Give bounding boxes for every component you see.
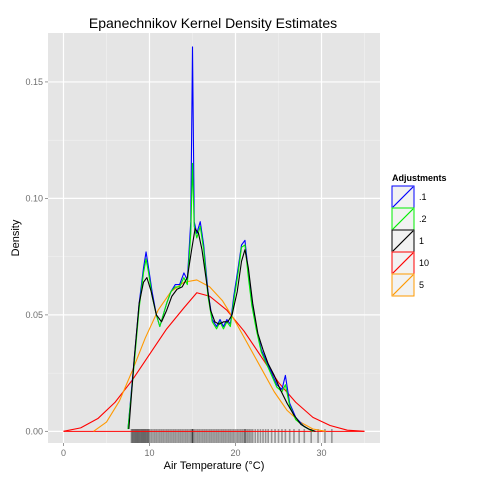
y-tick-label: 0.05	[25, 310, 43, 320]
plot-panel	[48, 33, 380, 443]
legend-label: 10	[419, 258, 429, 268]
legend-swatch-line	[392, 252, 414, 274]
legend-label: .1	[419, 192, 427, 202]
y-tick-label: 0.10	[25, 193, 43, 203]
legend-label: .2	[419, 214, 427, 224]
x-tick-label: 30	[317, 448, 327, 458]
x-tick-label: 0	[61, 448, 66, 458]
chart-title: Epanechnikov Kernel Density Estimates	[89, 15, 337, 31]
legend-label: 1	[419, 236, 424, 246]
legend-item-1: 1	[391, 229, 424, 253]
legend-swatch-line	[392, 186, 414, 208]
legend-swatch-line	[392, 274, 414, 296]
x-axis-title: Air Temperature (°C)	[164, 460, 265, 472]
legend-swatch-line	[392, 208, 414, 230]
legend-item-p2: .2	[391, 207, 427, 231]
legend-label: 5	[419, 280, 424, 290]
axis-layer: 0 10 20 30 0.00 0.05 0.10 0.15	[25, 77, 326, 458]
legend-title: Adjustments	[392, 173, 447, 183]
y-tick-label: 0.00	[25, 426, 43, 436]
legend-swatch-line	[392, 230, 414, 252]
series-line-1	[128, 228, 316, 432]
series-line-10	[63, 292, 365, 432]
legend-item-10: 10	[391, 251, 429, 275]
x-tick-label: 10	[144, 448, 154, 458]
legend-item-5: 5	[391, 273, 424, 297]
y-axis-title: Density	[10, 219, 22, 256]
legend-item-p1: .1	[391, 185, 427, 209]
y-tick-label: 0.15	[25, 77, 43, 87]
legend: Adjustments .1 .2 1 10 5	[391, 173, 447, 297]
x-tick-label: 20	[230, 448, 240, 458]
series-line-5	[93, 279, 326, 432]
series-layer	[63, 46, 365, 432]
